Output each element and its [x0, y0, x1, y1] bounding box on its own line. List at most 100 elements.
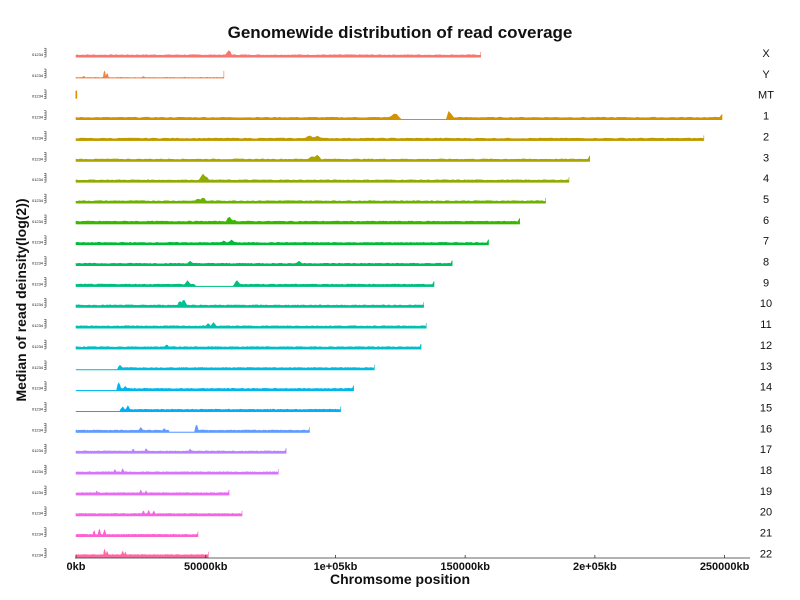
- chromosome-15: 0 1 2 3 4 15: [32, 402, 772, 414]
- y-tick-label: 2: [36, 323, 39, 328]
- y-axis-title: Median of read deinsity(log(2)): [13, 198, 29, 401]
- coverage-area: [75, 364, 375, 371]
- y-tick-label: 0: [32, 52, 35, 57]
- y-tick-label: 4: [41, 323, 44, 328]
- y-tick-label: 1: [34, 302, 37, 307]
- y-tick-label: 0: [32, 240, 35, 245]
- strip-label: 13: [760, 361, 772, 373]
- y-tick-label: 4: [41, 344, 44, 349]
- y-tick-label: 3: [39, 323, 42, 328]
- y-tick-label: 2: [36, 135, 39, 140]
- strip-label: 2: [763, 131, 769, 143]
- y-tick-label: 4: [41, 135, 44, 140]
- y-tick-label: 3: [39, 532, 42, 537]
- y-tick-label: 3: [39, 281, 42, 286]
- y-tick-label: 1: [34, 490, 37, 495]
- y-tick-label: 1: [34, 94, 37, 99]
- x-tick-label: 1e+05kb: [314, 561, 358, 573]
- strip-label: 3: [763, 152, 769, 164]
- y-tick-label: 3: [39, 552, 42, 557]
- coverage-area: [75, 343, 422, 350]
- y-tick-label: 0: [32, 302, 35, 307]
- strip-label: 19: [760, 486, 772, 498]
- y-tick-label: 4: [41, 198, 44, 203]
- y-tick-label: 2: [36, 94, 39, 99]
- y-tick-label: 4: [41, 52, 44, 57]
- y-tick-label: 4: [41, 552, 44, 557]
- coverage-area: [75, 280, 435, 287]
- strip-label: 5: [763, 194, 769, 206]
- y-tick-label: 0: [32, 198, 35, 203]
- strip-label: 14: [760, 382, 772, 394]
- y-tick-label: 0: [32, 261, 35, 266]
- y-tick-label: 1: [34, 177, 37, 182]
- y-tick-label: 4: [41, 532, 44, 537]
- y-tick-label: 0: [32, 448, 35, 453]
- chromosome-11: 0 1 2 3 4 11: [32, 319, 772, 331]
- y-tick-label: 2: [36, 552, 39, 557]
- strip-label: 22: [760, 548, 772, 560]
- y-tick-label: 1: [34, 240, 37, 245]
- y-tick-label: 3: [39, 365, 42, 370]
- y-tick-label: 2: [36, 511, 39, 516]
- x-axis: 0kb 50000kb 1e+05kb 150000kb 2e+05kb 250000kb: [67, 555, 750, 573]
- y-tick-label: 2: [36, 302, 39, 307]
- y-tick-label: 2: [36, 281, 39, 286]
- strip-label: 20: [760, 507, 772, 519]
- y-tick-label: 2: [36, 344, 39, 349]
- strip-label: 4: [763, 173, 769, 185]
- chromosome-10: 0 1 2 3 4 10: [32, 298, 772, 310]
- y-tick-label: 2: [36, 73, 39, 78]
- y-tick-label: 0: [32, 323, 35, 328]
- y-tick-label: 3: [39, 156, 42, 161]
- y-tick-label: 1: [34, 115, 37, 120]
- y-tick-label: 3: [39, 490, 42, 495]
- y-tick-label: 0: [32, 469, 35, 474]
- y-tick-label: 3: [39, 135, 42, 140]
- strip-label: 12: [760, 340, 772, 352]
- chromosome-20: 0 1 2 3 4 20: [32, 506, 772, 519]
- y-tick-label: 2: [36, 469, 39, 474]
- chromosome-21: 0 1 2 3 4 21: [32, 527, 772, 540]
- y-tick-label: 2: [36, 406, 39, 411]
- chromosome-12: 0 1 2 3 4 12: [32, 339, 772, 352]
- y-tick-label: 3: [39, 261, 42, 266]
- y-tick-label: 3: [39, 386, 42, 391]
- y-tick-label: 4: [41, 406, 44, 411]
- strip-label: 17: [760, 444, 772, 456]
- x-tick-label: 0kb: [67, 561, 86, 573]
- y-tick-label: 0: [32, 406, 35, 411]
- y-tick-label: 3: [39, 344, 42, 349]
- strip-label: 15: [760, 402, 772, 414]
- y-tick-label: 4: [41, 427, 44, 432]
- y-tick-label: 1: [34, 532, 37, 537]
- y-tick-label: 1: [34, 52, 37, 57]
- coverage-area: [75, 300, 424, 308]
- y-tick-label: 1: [34, 344, 37, 349]
- strip-label: 16: [760, 423, 772, 435]
- x-tick-label: 150000kb: [440, 561, 490, 573]
- y-tick-label: 0: [32, 219, 35, 224]
- chromosome-18: 0 1 2 3 4 18: [32, 464, 772, 477]
- chromosome-strips: 0 1 2 3 4 X0 1 2 3 4 Y0 1 2 3 4 MT0 1 2 3 4 10 1 2 3 4 20 1 2 3 4 30 1 2…: [32, 47, 774, 560]
- y-tick-label: 0: [32, 532, 35, 537]
- strip-label: 11: [760, 319, 771, 331]
- y-tick-label: 3: [39, 511, 42, 516]
- y-tick-label: 2: [36, 115, 39, 120]
- coverage-area: [75, 135, 705, 141]
- y-tick-label: 4: [41, 281, 44, 286]
- chart-title: Genomewide distribution of read coverage: [228, 23, 573, 42]
- y-tick-label: 0: [32, 156, 35, 161]
- coverage-area: [75, 50, 482, 58]
- coverage-area: [75, 548, 209, 558]
- strip-label: 7: [763, 236, 769, 248]
- coverage-area: [75, 260, 453, 266]
- y-tick-label: 0: [32, 427, 35, 432]
- y-tick-label: 2: [36, 532, 39, 537]
- y-tick-label: 3: [39, 448, 42, 453]
